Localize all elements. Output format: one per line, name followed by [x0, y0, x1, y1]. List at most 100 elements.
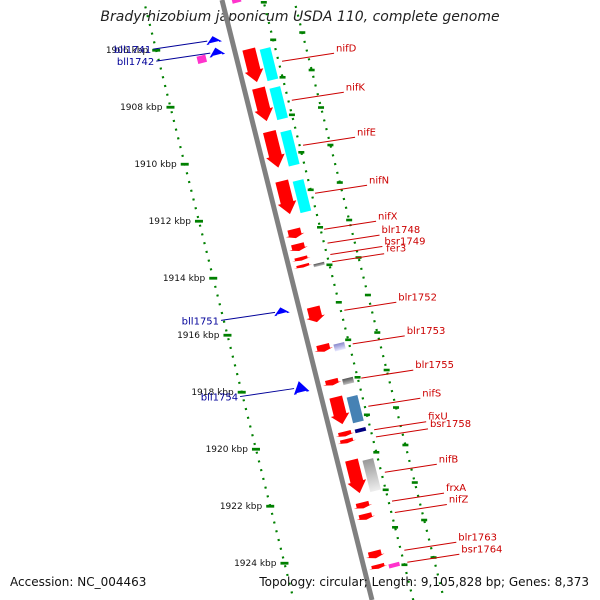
leader-line	[330, 246, 383, 255]
forward-gene-blr1763[interactable]	[365, 549, 385, 561]
kbp-label: 1922 kbp	[220, 502, 263, 512]
forward-gene-nifE-shape	[263, 130, 285, 168]
gene-label-fer3[interactable]: fer3	[386, 244, 406, 255]
forward-gene-bsr1749[interactable]	[291, 255, 311, 263]
gene-label-blr1748[interactable]: blr1748	[382, 225, 421, 236]
forward-gene-nifX-shape	[285, 227, 305, 239]
forward-gene-blr1752[interactable]	[304, 305, 326, 325]
forward-gene-nifD[interactable]	[239, 47, 266, 85]
forward-gene-nifS-shape	[329, 395, 350, 425]
gene-label-blr1752[interactable]: blr1752	[398, 292, 437, 303]
gene-label-nifX[interactable]: nifX	[378, 211, 398, 222]
forward-gene-fer3-shape	[293, 262, 313, 269]
gene-label-bll1741[interactable]: bll1741	[114, 45, 151, 56]
scale-tick	[401, 563, 408, 567]
gene-label-blr1753[interactable]: blr1753	[407, 326, 446, 337]
gene-label-frxA[interactable]: frxA	[446, 483, 466, 494]
kbp-label: 1918 kbp	[191, 388, 234, 398]
gene-label-bsr1749[interactable]: bsr1749	[384, 236, 425, 247]
gene-label-blr1763[interactable]: blr1763	[458, 532, 497, 543]
gene-label-blr1755[interactable]: blr1755	[415, 360, 454, 371]
cds-bar-nifK	[269, 86, 288, 121]
forward-gene-blr1755[interactable]	[322, 377, 342, 388]
gene-label-bsr1764[interactable]: bsr1764	[461, 544, 502, 555]
forward-gene-bsr1764-shape	[369, 562, 388, 570]
scale-tick	[318, 106, 325, 109]
cds-bar-nifB	[362, 458, 381, 493]
accession-text: Accession: NC_004463	[10, 575, 147, 589]
cds-bar-nifK-shape	[269, 86, 288, 121]
forward-gene-blr1753[interactable]	[313, 342, 333, 354]
leader-line	[327, 234, 380, 244]
kbp-label: 1912 kbp	[149, 217, 192, 227]
cds-bar-fer3-shape	[313, 261, 325, 268]
forward-gene-bsr1749-shape	[292, 255, 311, 262]
scale-tick	[411, 481, 418, 484]
gene-label-nifZ[interactable]: nifZ	[449, 494, 469, 505]
reverse-gene-bll1741-shape	[206, 36, 222, 46]
scale-tick	[374, 331, 381, 334]
kbp-label: 1924 kbp	[234, 559, 277, 569]
leader-line	[156, 52, 211, 62]
gene-label-nifB[interactable]: nifB	[439, 454, 459, 465]
guide-dotted-line	[262, 0, 415, 600]
reverse-gene-bll1742-shape	[209, 47, 226, 58]
leader-line	[314, 184, 368, 194]
forward-gene-nifZ[interactable]	[356, 512, 376, 523]
forward-gene-frxA[interactable]	[353, 500, 373, 511]
forward-gene-nifS[interactable]	[326, 395, 351, 427]
forward-gene-nifE[interactable]	[260, 129, 287, 170]
forward-gene-blr1755-shape	[323, 377, 342, 386]
gene-label-nifE[interactable]: nifE	[357, 127, 376, 138]
magenta-feature-top-shape	[230, 0, 242, 4]
forward-gene-blr1748[interactable]	[288, 242, 308, 254]
scale-tick	[346, 218, 353, 222]
gene-label-bll1751[interactable]: bll1751	[182, 316, 219, 327]
forward-gene-nifK[interactable]	[249, 86, 276, 124]
kbp-tick	[266, 504, 275, 508]
forward-gene-nifD-shape	[242, 47, 264, 83]
magenta-feature-shape	[196, 54, 208, 64]
forward-gene-nifK-shape	[252, 86, 274, 122]
forward-gene-fixU[interactable]	[335, 429, 355, 438]
scale-tick	[335, 300, 342, 304]
gene-label-nifK[interactable]: nifK	[346, 82, 366, 93]
forward-gene-nifN[interactable]	[272, 179, 299, 217]
leader-line	[374, 421, 427, 431]
forward-gene-bsr1758-shape	[337, 437, 357, 445]
forward-gene-nifX[interactable]	[284, 227, 305, 241]
forward-gene-nifZ-shape	[356, 512, 376, 521]
kbp-tick	[180, 162, 189, 166]
forward-gene-bsr1758[interactable]	[337, 437, 357, 446]
scale-tick	[279, 75, 286, 79]
kbp-label: 1916 kbp	[177, 331, 220, 341]
gene-label-nifD[interactable]: nifD	[336, 43, 357, 54]
cds-bar-fixU-shape	[354, 426, 367, 434]
cds-bar-nifS	[346, 394, 364, 424]
gene-label-fixU[interactable]: fixU	[428, 412, 448, 423]
scale-tick	[270, 38, 277, 42]
cds-bar-nifS-shape	[346, 394, 364, 424]
gene-label-bsr1758[interactable]: bsr1758	[430, 419, 471, 430]
kbp-label: 1906 kbp	[106, 46, 149, 56]
reverse-gene-bll1751[interactable]	[273, 305, 290, 317]
gene-label-bll1742[interactable]: bll1742	[117, 57, 154, 68]
forward-gene-fer3[interactable]	[293, 262, 313, 270]
magenta-feature	[196, 54, 208, 64]
reverse-gene-bll1742[interactable]	[208, 46, 226, 58]
forward-gene-bsr1764[interactable]	[368, 562, 388, 571]
leader-line	[404, 541, 457, 551]
gene-label-bll1754[interactable]: bll1754	[201, 393, 238, 404]
reverse-gene-bll1754[interactable]	[291, 379, 310, 395]
leader-line	[352, 335, 405, 345]
gene-label-nifS[interactable]: nifS	[422, 388, 441, 399]
kbp-tick	[209, 276, 218, 280]
forward-gene-nifB[interactable]	[342, 458, 369, 496]
gene-label-nifN[interactable]: nifN	[369, 175, 389, 186]
leader-line	[384, 463, 437, 473]
leader-line	[361, 369, 414, 379]
reverse-gene-bll1741[interactable]	[205, 34, 222, 46]
kbp-tick	[194, 219, 203, 223]
cds-bar-bsr1764	[388, 561, 401, 569]
scale-tick	[288, 113, 295, 117]
